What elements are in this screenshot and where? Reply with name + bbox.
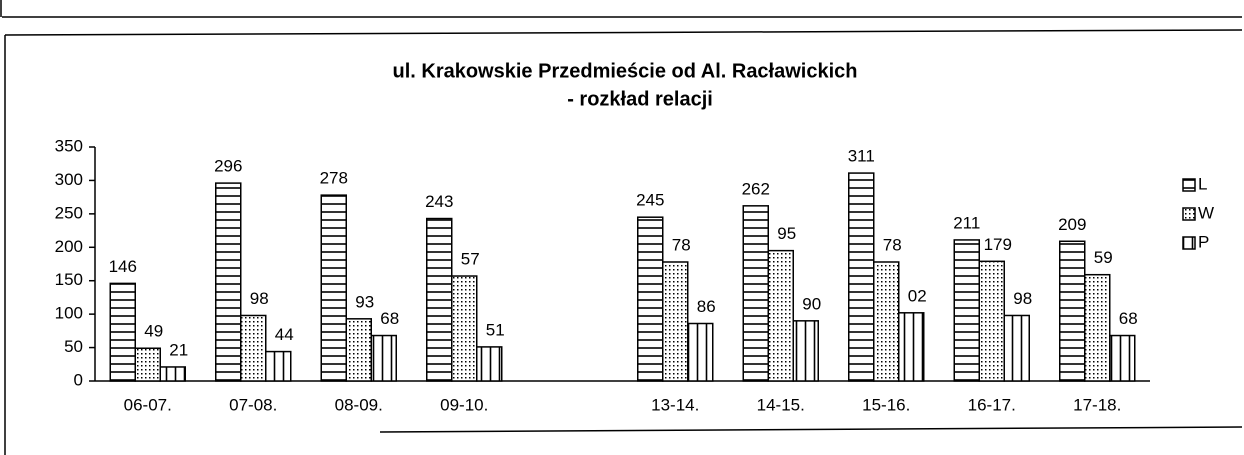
- chart-title: ul. Krakowskie Przedmieście od Al. Racła…: [392, 60, 857, 82]
- data-label: 211: [953, 213, 980, 232]
- bar: [1003, 314, 1030, 382]
- data-label: 78: [672, 235, 691, 254]
- bar: [898, 312, 925, 382]
- legend-label: W: [1198, 203, 1214, 222]
- y-tick-label: 300: [55, 170, 83, 189]
- bar: [240, 314, 267, 382]
- bar: [662, 261, 689, 382]
- legend-label: P: [1198, 232, 1209, 251]
- bar: [451, 275, 478, 382]
- bar: [476, 346, 503, 382]
- bar: [109, 282, 136, 382]
- data-label: 209: [1058, 215, 1086, 234]
- data-label: 68: [1119, 309, 1138, 328]
- x-tick-label: 07-08.: [229, 395, 277, 414]
- data-label: 243: [425, 192, 453, 211]
- data-label: 86: [697, 297, 716, 316]
- data-label: 245: [636, 191, 664, 210]
- legend-swatch: [1182, 207, 1196, 221]
- data-label: 146: [109, 257, 137, 276]
- data-label: 49: [144, 322, 163, 341]
- bar: [426, 217, 453, 382]
- bar: [134, 347, 161, 382]
- data-label: 57: [461, 250, 480, 269]
- x-tick-label: 08-09.: [335, 395, 383, 414]
- y-tick-label: 200: [55, 237, 83, 256]
- chart-subtitle: - rozkład relacji: [567, 88, 713, 110]
- bar: [742, 205, 769, 382]
- bar: [848, 172, 875, 382]
- data-label: 51: [486, 320, 505, 339]
- bar: [953, 239, 980, 382]
- data-label: 78: [883, 235, 902, 254]
- bar: [873, 261, 900, 382]
- data-label: 68: [380, 309, 399, 328]
- legend-swatch: [1182, 236, 1196, 250]
- y-tick-label: 50: [64, 337, 83, 356]
- legend-swatch: [1182, 178, 1196, 192]
- data-label: 95: [777, 224, 796, 243]
- data-label: 21: [169, 340, 188, 359]
- data-label: 98: [250, 289, 269, 308]
- data-label: 296: [214, 157, 242, 176]
- x-tick-label: 06-07.: [124, 395, 172, 414]
- data-label: 278: [320, 169, 348, 188]
- bar: [370, 334, 397, 382]
- x-tick-label: 09-10.: [440, 395, 488, 414]
- y-tick-label: 250: [55, 203, 83, 222]
- bar: [345, 318, 372, 382]
- x-tick-label: 16-17.: [968, 395, 1016, 414]
- data-label: 90: [802, 294, 821, 313]
- data-label: 311: [848, 147, 875, 166]
- data-label: 179: [984, 235, 1012, 254]
- bar: [1109, 334, 1136, 382]
- y-tick-label: 100: [55, 304, 83, 323]
- data-label: 262: [742, 179, 770, 198]
- x-tick-label: 13-14.: [651, 395, 699, 414]
- legend-label: L: [1198, 174, 1207, 193]
- x-tick-label: 17-18.: [1073, 395, 1121, 414]
- bar: [687, 322, 714, 382]
- y-tick-label: 350: [55, 136, 83, 155]
- bar: [637, 216, 664, 382]
- bar: [978, 260, 1005, 382]
- y-tick-label: 150: [55, 270, 83, 289]
- bar: [265, 350, 292, 382]
- bar: [792, 320, 819, 382]
- bar: [159, 366, 186, 382]
- data-label: 98: [1013, 289, 1032, 308]
- x-tick-label: 15-16.: [862, 395, 910, 414]
- data-label: 59: [1094, 248, 1113, 267]
- bar: [320, 194, 347, 382]
- data-label: 02: [908, 286, 927, 305]
- bar: [767, 249, 794, 382]
- x-tick-label: 14-15.: [757, 395, 805, 414]
- data-label: 44: [275, 325, 294, 344]
- y-tick-label: 0: [74, 370, 83, 389]
- data-label: 93: [355, 292, 374, 311]
- bar: [1059, 240, 1086, 382]
- bar: [215, 182, 242, 382]
- bar: [1084, 273, 1111, 382]
